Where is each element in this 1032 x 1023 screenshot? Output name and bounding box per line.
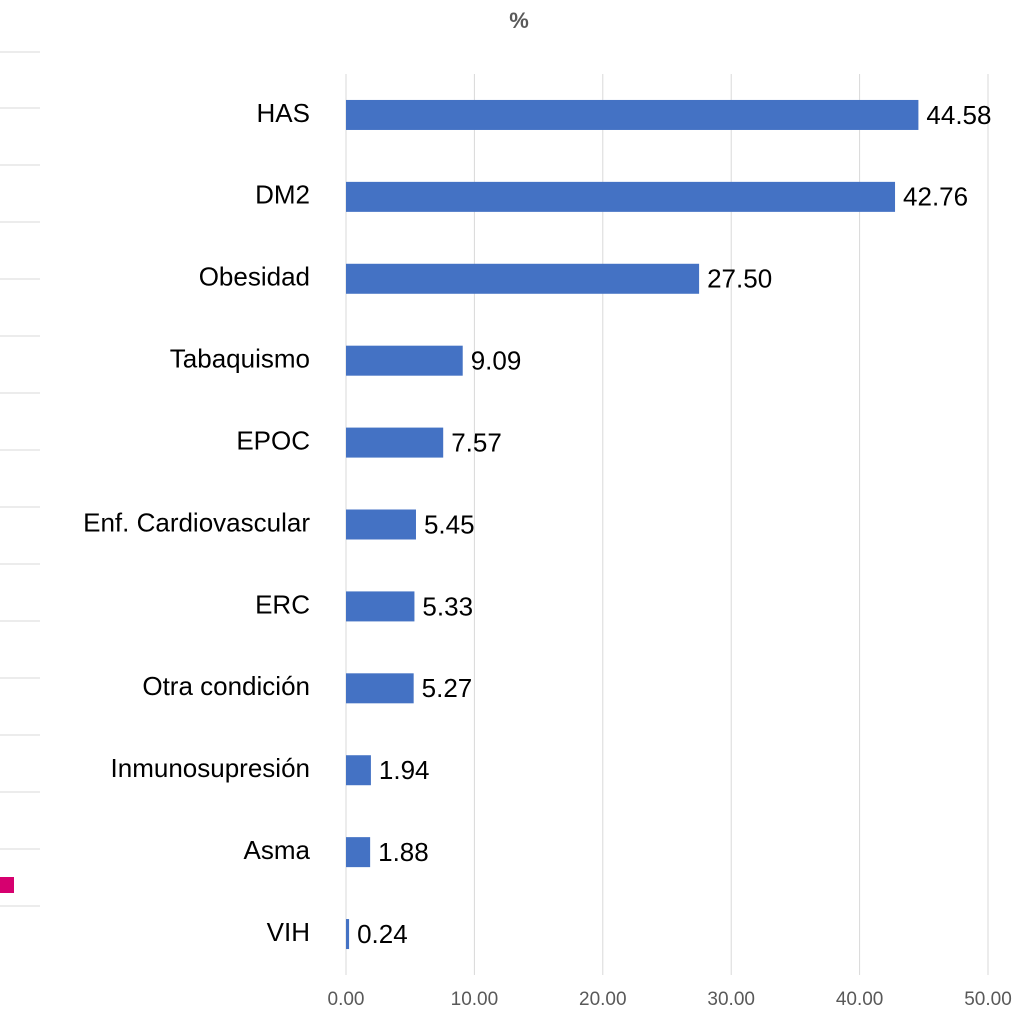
bar [346,837,371,868]
y-tick-label: Obesidad [199,262,310,292]
bar [346,427,444,458]
bar [346,263,700,294]
x-tick-label: 40.00 [836,989,884,1010]
data-label: 7.57 [451,427,502,457]
y-tick-label: VIH [267,917,310,947]
bar [346,755,371,786]
y-tick-label: EPOC [236,425,310,455]
bar [346,673,414,704]
y-tick-label: Asma [244,835,311,865]
data-label: 1.88 [378,837,429,867]
data-label: 1.94 [379,755,430,785]
cropped-neighbor [0,51,40,907]
y-tick-label: Enf. Cardiovascular [83,507,310,537]
bar [346,345,463,376]
x-tick-label: 30.00 [707,989,755,1010]
y-tick-label: Tabaquismo [170,344,310,374]
x-tick-label: 10.00 [451,989,499,1010]
x-tick-label: 0.00 [328,989,365,1010]
bar [346,919,350,950]
y-tick-label: HAS [257,98,310,128]
data-label: 5.45 [424,509,475,539]
bar [346,99,919,130]
bar [346,591,415,622]
data-label: 0.24 [357,919,408,949]
decor-mark [0,877,14,893]
y-tick-label: ERC [255,589,310,619]
x-tick-label: 20.00 [579,989,627,1010]
x-tick-label: 50.00 [964,989,1012,1010]
bar [346,181,896,212]
chart-title: % [509,8,529,33]
data-label: 44.58 [926,100,991,130]
bar [346,509,416,540]
y-tick-label: Inmunosupresión [111,753,310,783]
data-label: 9.09 [471,346,522,376]
data-label: 27.50 [707,264,772,294]
data-label: 42.76 [903,182,968,212]
y-tick-label: Otra condición [142,671,310,701]
data-label: 5.33 [422,591,473,621]
y-tick-label: DM2 [255,180,310,210]
data-label: 5.27 [422,673,473,703]
